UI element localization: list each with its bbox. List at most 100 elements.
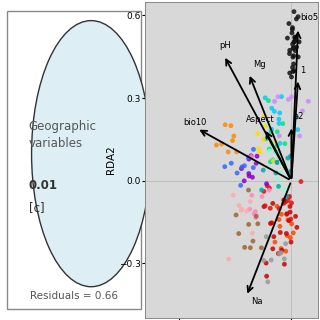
Point: [276, 121, 282, 126]
Point: [276, 116, 282, 122]
Point: [282, 262, 287, 267]
Point: [286, 97, 291, 102]
Point: [246, 173, 252, 179]
Point: [284, 194, 289, 199]
Point: [281, 197, 286, 203]
Point: [277, 224, 283, 229]
Point: [259, 188, 264, 193]
Point: [278, 230, 283, 235]
Point: [261, 258, 266, 263]
Point: [230, 138, 235, 143]
Point: [281, 201, 286, 206]
Point: [297, 133, 302, 139]
Point: [286, 195, 292, 200]
Point: [287, 51, 292, 56]
Point: [273, 171, 278, 176]
Point: [246, 222, 251, 227]
Point: [260, 194, 265, 199]
Point: [239, 164, 244, 170]
Point: [248, 245, 253, 250]
Point: [261, 204, 267, 209]
Text: 1: 1: [300, 66, 306, 75]
Point: [228, 123, 234, 128]
Point: [283, 199, 288, 204]
Point: [226, 149, 231, 155]
Point: [283, 249, 288, 254]
Point: [289, 74, 294, 79]
Point: [236, 231, 241, 236]
Text: Geographic
variables: Geographic variables: [29, 120, 97, 150]
Point: [290, 25, 295, 30]
Point: [266, 98, 271, 103]
Point: [266, 121, 271, 126]
Point: [269, 141, 274, 146]
Point: [229, 161, 234, 166]
Point: [275, 160, 280, 165]
Point: [239, 208, 244, 213]
Point: [294, 44, 299, 50]
Point: [268, 129, 274, 134]
Point: [287, 48, 292, 53]
Point: [249, 154, 254, 159]
Point: [295, 127, 300, 132]
Point: [277, 133, 282, 139]
Point: [291, 46, 296, 51]
Point: [275, 160, 280, 165]
Point: [275, 204, 280, 209]
Point: [288, 168, 293, 173]
Point: [288, 217, 293, 222]
Point: [290, 42, 295, 47]
Point: [265, 279, 270, 284]
Point: [276, 184, 281, 189]
Point: [274, 150, 279, 155]
Point: [238, 183, 243, 188]
Point: [254, 214, 259, 219]
Point: [246, 171, 252, 176]
Point: [269, 127, 274, 132]
Point: [293, 48, 298, 53]
Text: [c]: [c]: [29, 201, 44, 214]
Point: [261, 168, 266, 173]
Point: [246, 156, 252, 162]
Point: [250, 238, 255, 244]
Point: [286, 21, 292, 26]
Point: [296, 14, 301, 19]
Point: [288, 210, 293, 215]
Point: [292, 9, 297, 14]
Text: Aspect: Aspect: [246, 115, 275, 124]
Point: [259, 245, 264, 250]
Point: [291, 68, 296, 73]
Point: [289, 200, 294, 205]
Point: [242, 245, 247, 250]
Point: [280, 121, 285, 126]
Point: [277, 141, 282, 146]
Point: [275, 143, 280, 148]
Point: [268, 159, 273, 164]
Point: [270, 157, 276, 163]
Point: [306, 99, 311, 104]
Point: [284, 212, 289, 217]
Point: [264, 181, 269, 186]
Point: [273, 139, 278, 144]
Point: [285, 36, 290, 41]
Point: [222, 164, 227, 169]
Text: Mg: Mg: [253, 60, 266, 69]
Point: [247, 207, 252, 212]
Point: [263, 203, 268, 208]
Point: [254, 161, 259, 166]
Point: [299, 179, 304, 184]
Point: [285, 217, 291, 222]
Point: [239, 166, 244, 171]
Point: [226, 257, 231, 262]
Point: [279, 250, 284, 255]
Point: [282, 187, 287, 192]
Point: [267, 148, 272, 154]
Text: a2: a2: [294, 112, 304, 121]
Point: [287, 204, 292, 209]
Point: [285, 156, 290, 161]
Point: [262, 113, 267, 118]
Point: [235, 171, 240, 176]
Point: [275, 177, 280, 182]
Point: [257, 149, 262, 155]
Point: [287, 194, 292, 199]
